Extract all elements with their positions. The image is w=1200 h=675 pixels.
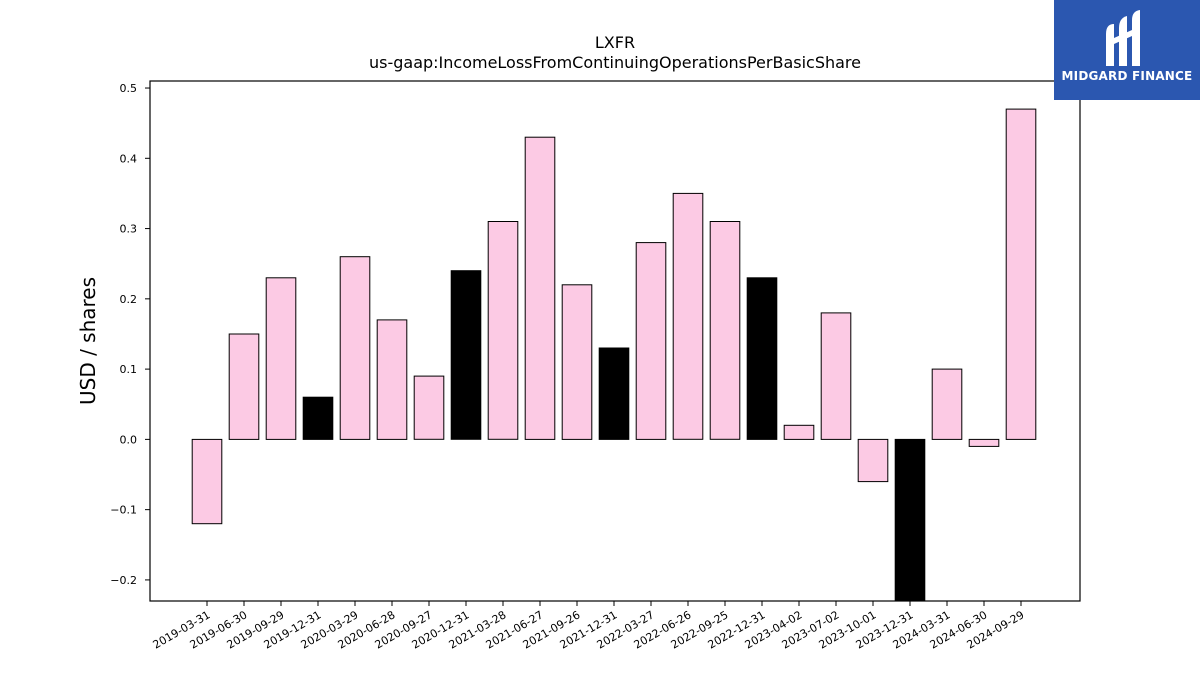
y-tick-label: 0.1 xyxy=(120,363,138,376)
y-axis-label: USD / shares xyxy=(76,277,100,405)
y-tick-label: 0.0 xyxy=(120,433,138,446)
y-tick-label: −0.1 xyxy=(110,504,137,517)
bar-2022-03-27 xyxy=(635,242,667,440)
bar-2020-12-31 xyxy=(450,270,482,440)
bar-2021-12-31 xyxy=(598,347,630,440)
bar-2019-09-29 xyxy=(265,277,297,440)
y-tick-label: 0.4 xyxy=(120,152,138,165)
bar-2022-09-25 xyxy=(709,221,741,440)
bar-2020-03-29 xyxy=(339,256,371,440)
logo-text: MIDGARD FINANCE xyxy=(1061,69,1193,83)
chart-title: LXFR xyxy=(595,33,635,52)
y-tick-label: −0.2 xyxy=(110,574,137,587)
bar-2022-12-31 xyxy=(746,277,778,440)
y-axis-ticks: −0.2 −0.1 0.0 0.1 0.2 0.3 0.4 0.5 xyxy=(110,82,150,587)
bar-2023-12-31 xyxy=(894,438,926,602)
bar-2023-10-01 xyxy=(857,438,889,483)
bar-2019-12-31 xyxy=(302,396,334,440)
midgard-logo-icon xyxy=(1106,10,1140,66)
bar-2023-04-02 xyxy=(783,424,815,440)
bar-2024-03-31 xyxy=(931,368,963,440)
bar-2023-07-02 xyxy=(820,312,852,440)
bar-2020-06-28 xyxy=(376,319,408,440)
bar-2019-03-31 xyxy=(191,438,223,525)
y-tick-label: 0.5 xyxy=(120,82,138,95)
bar-2019-06-30 xyxy=(228,333,260,440)
bar-2021-06-27 xyxy=(524,136,556,440)
bar-2024-09-29 xyxy=(1005,108,1037,440)
bar-2021-03-28 xyxy=(487,221,519,440)
bar-2020-09-27 xyxy=(413,375,445,440)
x-axis-ticks: 2019-03-312019-06-302019-09-292019-12-31… xyxy=(151,601,1027,652)
y-tick-label: 0.2 xyxy=(120,293,138,306)
bars-group xyxy=(191,108,1037,602)
bar-2022-06-26 xyxy=(672,192,704,440)
midgard-finance-logo: MIDGARD FINANCE xyxy=(1054,0,1200,100)
bar-2021-09-26 xyxy=(561,284,593,440)
y-tick-label: 0.3 xyxy=(120,223,138,236)
bar-2024-06-30 xyxy=(968,438,1000,447)
plot-frame xyxy=(149,80,1081,602)
chart-subtitle: us-gaap:IncomeLossFromContinuingOperatio… xyxy=(369,53,861,72)
